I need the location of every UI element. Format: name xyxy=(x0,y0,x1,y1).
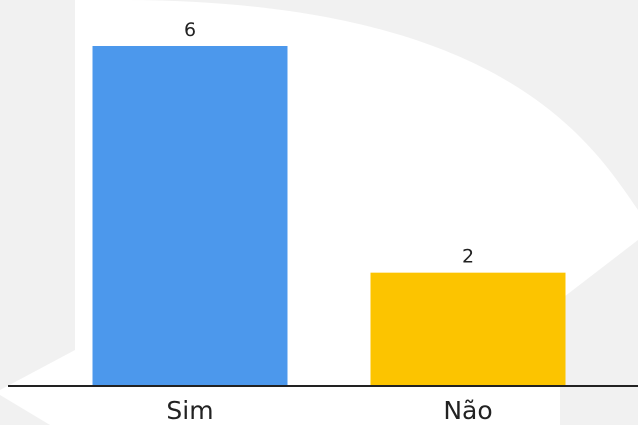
bar-value-label-1: 2 xyxy=(462,246,474,268)
x-tick-label-1: Não xyxy=(443,396,492,425)
x-tick-labels-group: Sim Não xyxy=(166,396,492,425)
bar-0 xyxy=(92,46,288,386)
bars-group xyxy=(92,46,566,386)
value-labels-group: 62 xyxy=(184,19,474,268)
bar-value-label-0: 6 xyxy=(184,19,196,41)
x-tick-label-0: Sim xyxy=(166,396,213,425)
bar-1 xyxy=(370,272,566,386)
